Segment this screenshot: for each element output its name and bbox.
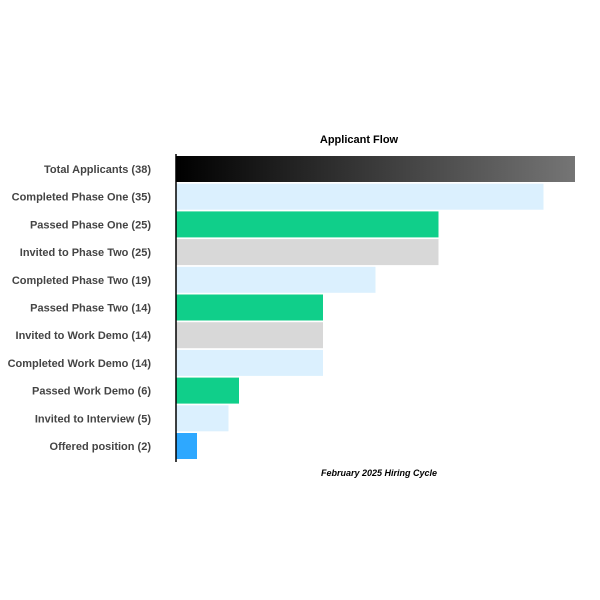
category-label-1: Completed Phase One (35) [12,192,152,204]
category-labels: Total Applicants (38) Completed Phase One… [8,164,152,453]
bar-10 [176,433,197,459]
category-label-4: Completed Phase Two (19) [12,275,151,287]
bar-7 [176,349,323,376]
bar-4 [176,266,376,293]
bar-3 [176,239,439,266]
bar-8 [176,377,239,404]
bars-group [176,156,575,459]
category-label-0: Total Applicants (38) [44,164,151,176]
bar-1 [176,183,544,210]
chart-title: Applicant Flow [320,134,399,146]
bar-2 [176,211,439,238]
category-label-8: Passed Work Demo (6) [32,386,151,398]
category-label-7: Completed Work Demo (14) [8,358,152,370]
bar-0 [176,156,575,182]
category-label-3: Invited to Phase Two (25) [20,247,152,259]
category-label-5: Passed Phase Two (14) [30,303,151,315]
bar-9 [176,405,229,432]
bar-6 [176,322,323,349]
bar-5 [176,294,323,321]
category-label-6: Invited to Work Demo (14) [16,330,152,342]
chart-caption: February 2025 Hiring Cycle [321,468,437,478]
category-label-9: Invited to Interview (5) [35,413,151,425]
category-label-2: Passed Phase One (25) [30,219,151,231]
category-label-10: Offered position (2) [50,441,152,453]
